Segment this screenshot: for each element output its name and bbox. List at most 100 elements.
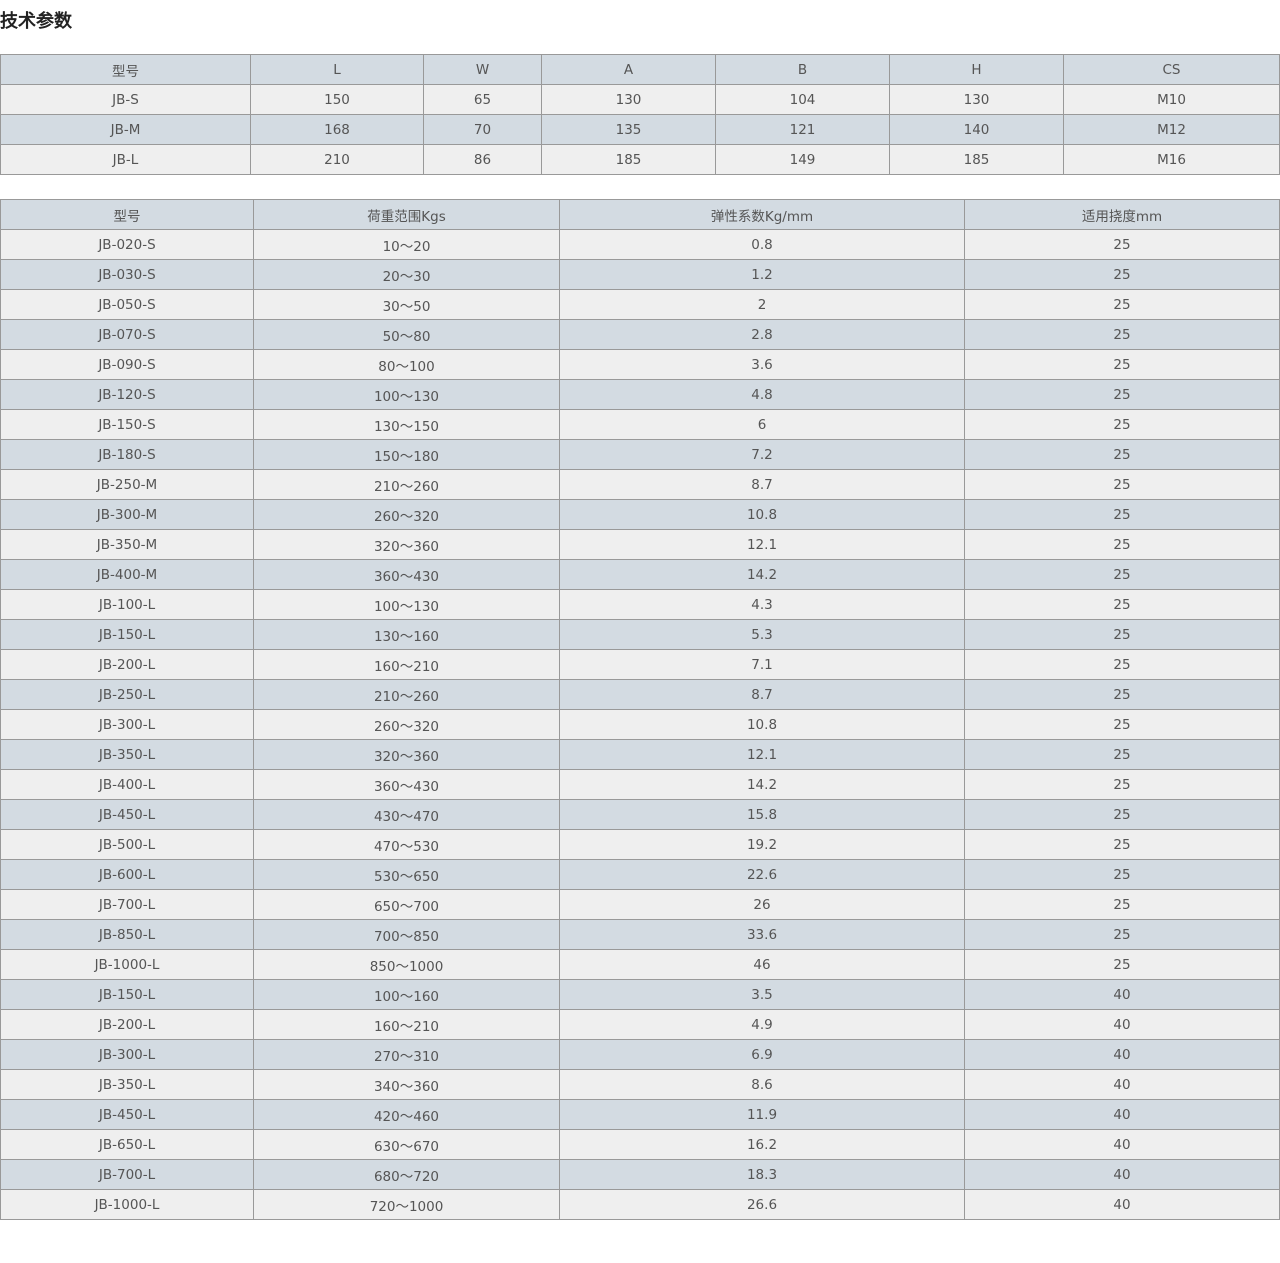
table-cell: 430～470: [253, 799, 560, 830]
table-cell: 2: [559, 289, 965, 320]
table-cell: 130: [889, 84, 1064, 115]
table-cell: 6: [559, 409, 965, 440]
table-row: JB-850-L 700～850 33.6 25: [0, 919, 1280, 950]
table-cell: 6.9: [559, 1039, 965, 1070]
table-cell: JB-200-L: [0, 1009, 254, 1040]
table-row: JB-300-L 260～320 10.8 25: [0, 709, 1280, 740]
table-cell: JB-350-M: [0, 529, 254, 560]
table-cell: 210: [250, 144, 424, 175]
table-cell: JB-700-L: [0, 889, 254, 920]
table-row: JB-500-L 470～530 19.2 25: [0, 829, 1280, 860]
table-cell: 850～1000: [253, 949, 560, 980]
table-cell: JB-150-S: [0, 409, 254, 440]
table-row: JB-350-L 340～360 8.6 40: [0, 1069, 1280, 1100]
table-cell: 25: [964, 409, 1280, 440]
table-cell: 20～30: [253, 259, 560, 290]
table-row: JB-1000-L 720～1000 26.6 40: [0, 1189, 1280, 1220]
table-cell: 25: [964, 469, 1280, 500]
table-row: JB-180-S 150～180 7.2 25: [0, 439, 1280, 470]
table-cell: 3.6: [559, 349, 965, 380]
table-cell: 25: [964, 889, 1280, 920]
table-cell: 130: [541, 84, 716, 115]
table-cell: 130～160: [253, 619, 560, 650]
table-row: JB-250-M 210～260 8.7 25: [0, 469, 1280, 500]
table-cell: JB-150-L: [0, 979, 254, 1010]
table-cell: 25: [964, 439, 1280, 470]
header-cell: 荷重范围Kgs: [253, 199, 560, 230]
table-row: JB-350-M 320～360 12.1 25: [0, 529, 1280, 560]
table-row: JB-150-L 130～160 5.3 25: [0, 619, 1280, 650]
table-cell: JB-350-L: [0, 739, 254, 770]
table-cell: 12.1: [559, 739, 965, 770]
header-cell: CS: [1063, 54, 1280, 85]
table-cell: JB-400-M: [0, 559, 254, 590]
table-cell: 4.3: [559, 589, 965, 620]
header-cell: 型号: [0, 199, 254, 230]
table-row: JB-650-L 630～670 16.2 40: [0, 1129, 1280, 1160]
table-cell: 630～670: [253, 1129, 560, 1160]
table-cell: JB-020-S: [0, 229, 254, 260]
table-cell: 80～100: [253, 349, 560, 380]
table-cell: 680～720: [253, 1159, 560, 1190]
table-cell: 360～430: [253, 769, 560, 800]
table-cell: 720～1000: [253, 1189, 560, 1220]
table-cell: 22.6: [559, 859, 965, 890]
table-cell: 3.5: [559, 979, 965, 1010]
table-row: JB-600-L 530～650 22.6 25: [0, 859, 1280, 890]
table-cell: 40: [964, 979, 1280, 1010]
table-cell: JB-250-L: [0, 679, 254, 710]
table-cell: 26.6: [559, 1189, 965, 1220]
table-cell: JB-1000-L: [0, 1189, 254, 1220]
table-cell: 150: [250, 84, 424, 115]
table-cell: 8.6: [559, 1069, 965, 1100]
table-cell: 149: [715, 144, 890, 175]
table-cell: 130～150: [253, 409, 560, 440]
table-cell: 121: [715, 114, 890, 145]
table-cell: JB-600-L: [0, 859, 254, 890]
table-cell: JB-050-S: [0, 289, 254, 320]
table-row: JB-090-S 80～100 3.6 25: [0, 349, 1280, 380]
table-cell: 25: [964, 319, 1280, 350]
table-cell: 340～360: [253, 1069, 560, 1100]
table-cell: 11.9: [559, 1099, 965, 1130]
table-cell: 320～360: [253, 529, 560, 560]
table-cell: 40: [964, 1099, 1280, 1130]
table-cell: M12: [1063, 114, 1280, 145]
table-cell: 14.2: [559, 769, 965, 800]
table-cell: JB-070-S: [0, 319, 254, 350]
table-cell: 25: [964, 919, 1280, 950]
table-row: JB-M 168 70 135 121 140 M12: [0, 114, 1280, 145]
table-row: JB-700-L 680～720 18.3 40: [0, 1159, 1280, 1190]
table-cell: 25: [964, 859, 1280, 890]
table-row: JB-020-S 10～20 0.8 25: [0, 229, 1280, 260]
table-cell: JB-120-S: [0, 379, 254, 410]
table-cell: 1.2: [559, 259, 965, 290]
header-cell: B: [715, 54, 890, 85]
table-cell: 320～360: [253, 739, 560, 770]
header-cell: L: [250, 54, 424, 85]
table-cell: 14.2: [559, 559, 965, 590]
table-row: JB-150-L 100～160 3.5 40: [0, 979, 1280, 1010]
table-cell: JB-150-L: [0, 619, 254, 650]
table-cell: 50～80: [253, 319, 560, 350]
dimensions-table: 型号 L W A B H CS JB-S 150 65 130 104 130 M10 JB-M 168 70 1…: [0, 54, 1280, 175]
table-cell: JB-500-L: [0, 829, 254, 860]
table-cell: JB-300-M: [0, 499, 254, 530]
table-cell: 25: [964, 559, 1280, 590]
table-row: JB-200-L 160～210 4.9 40: [0, 1009, 1280, 1040]
table-cell: 12.1: [559, 529, 965, 560]
table-cell: 40: [964, 1039, 1280, 1070]
table-cell: JB-200-L: [0, 649, 254, 680]
table-row: JB-400-L 360～430 14.2 25: [0, 769, 1280, 800]
table-cell: 33.6: [559, 919, 965, 950]
table-cell: 40: [964, 1069, 1280, 1100]
table-row: JB-700-L 650～700 26 25: [0, 889, 1280, 920]
table-cell: JB-180-S: [0, 439, 254, 470]
table-cell: 185: [541, 144, 716, 175]
header-cell: 适用挠度mm: [964, 199, 1280, 230]
table-cell: 8.7: [559, 469, 965, 500]
table-cell: 25: [964, 259, 1280, 290]
table-cell: JB-450-L: [0, 1099, 254, 1130]
table-cell: JB-1000-L: [0, 949, 254, 980]
table-cell: 40: [964, 1129, 1280, 1160]
